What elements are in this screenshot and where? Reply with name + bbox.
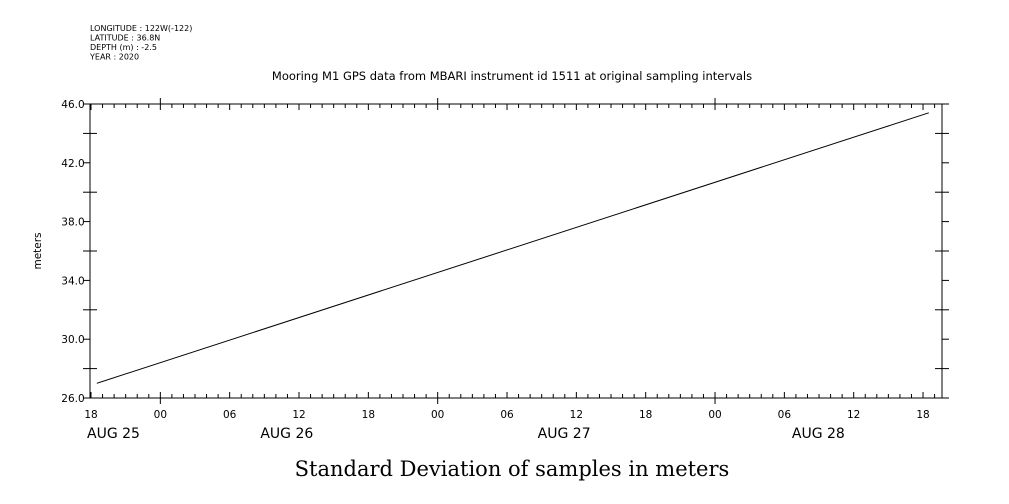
series-line: [96, 112, 929, 384]
x-date-label: AUG 28: [792, 426, 845, 442]
x-tick-label: 06: [778, 409, 792, 421]
x-tick-label: 00: [431, 409, 444, 421]
metadata-line: YEAR : 2020: [89, 53, 139, 62]
x-tick-label: 18: [84, 409, 97, 421]
x-tick-label: 12: [292, 409, 305, 421]
x-date-label: AUG 25: [87, 426, 140, 442]
y-tick-label: 42.0: [61, 158, 84, 170]
axis-ticks: [83, 98, 949, 404]
metadata-block: LONGITUDE : 122W(-122)LATITUDE : 36.8NDE…: [89, 24, 192, 62]
metadata-line: LATITUDE : 36.8N: [90, 34, 160, 43]
x-tick-label: 00: [708, 409, 721, 421]
y-tick-labels: 26.0 30.0 34.0 38.0 42.0 46.0: [61, 99, 84, 405]
x-tick-label: 18: [362, 409, 375, 421]
y-tick-label: 30.0: [61, 334, 84, 346]
x-date-label: AUG 27: [538, 426, 591, 442]
x-tick-label: 06: [223, 409, 237, 421]
x-date-labels: AUG 25 AUG 26 AUG 27 AUG 28: [87, 426, 845, 442]
x-tick-label: 18: [916, 409, 929, 421]
y-tick-label: 34.0: [61, 275, 84, 287]
y-axis-label: meters: [32, 232, 44, 269]
x-date-label: AUG 26: [260, 426, 313, 442]
x-tick-label: 12: [847, 409, 860, 421]
x-tick-labels: 18 00 06 12 18 00 06 12 18 00 06 12 18: [84, 409, 929, 421]
x-tick-label: 00: [154, 409, 167, 421]
metadata-line: DEPTH (m) : -2.5: [90, 43, 157, 52]
x-tick-label: 18: [639, 409, 652, 421]
metadata-line: LONGITUDE : 122W(-122): [90, 24, 192, 33]
y-tick-label: 46.0: [61, 99, 84, 111]
x-tick-label: 12: [570, 409, 583, 421]
chart-title: Mooring M1 GPS data from MBARI instrumen…: [272, 69, 752, 83]
x-axis-title: Standard Deviation of samples in meters: [295, 457, 730, 481]
y-tick-label: 38.0: [61, 217, 84, 229]
y-tick-label: 26.0: [61, 393, 84, 405]
plot-frame: [89, 103, 943, 399]
x-tick-label: 06: [500, 409, 514, 421]
